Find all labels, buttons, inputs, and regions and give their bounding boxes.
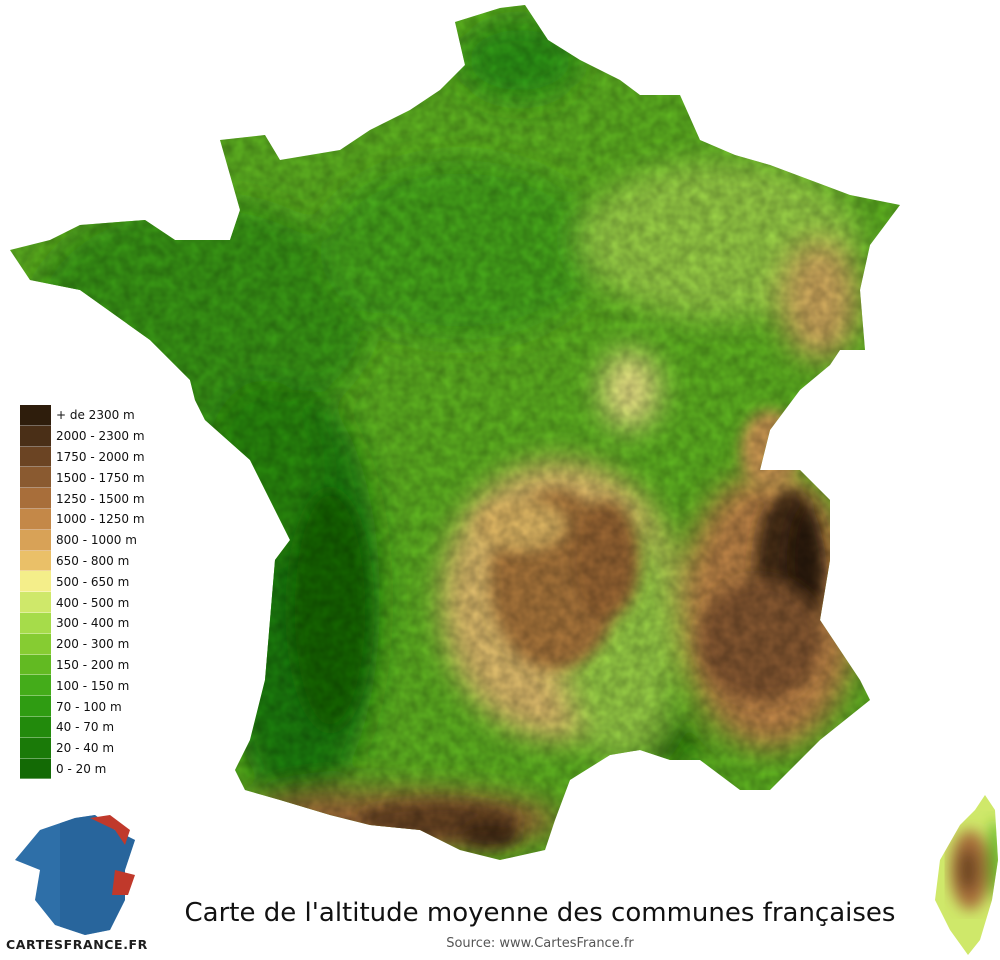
legend-swatch xyxy=(20,716,51,738)
legend-item: 1000 - 1250 m xyxy=(20,508,170,530)
legend-swatch xyxy=(20,737,51,759)
legend-swatch xyxy=(20,675,51,697)
legend-item: 300 - 400 m xyxy=(20,612,170,634)
legend-label: 20 - 40 m xyxy=(56,741,115,756)
legend-swatch xyxy=(20,467,51,489)
legend-swatch xyxy=(20,488,51,509)
legend-swatch xyxy=(20,508,51,530)
legend-label: 500 - 650 m xyxy=(56,574,130,589)
legend-swatch xyxy=(20,550,51,572)
legend-item: 70 - 100 m xyxy=(20,696,170,717)
map-title: Carte de l'altitude moyenne des communes… xyxy=(184,898,896,928)
legend-label: 200 - 300 m xyxy=(56,637,130,652)
elevation-legend: + de 2300 m 2000 - 2300 m 1750 - 2000 m 150… xyxy=(20,405,170,780)
legend-swatch xyxy=(20,592,51,613)
logo-text: CartesFrance.fr xyxy=(6,937,148,952)
legend-swatch xyxy=(20,405,51,426)
legend-label: 150 - 200 m xyxy=(56,657,130,672)
legend-label: 40 - 70 m xyxy=(56,720,115,735)
legend-label: 1250 - 1500 m xyxy=(56,491,145,506)
legend-label: 0 - 20 m xyxy=(56,761,107,776)
legend-item: 40 - 70 m xyxy=(20,716,170,738)
legend-item: 650 - 800 m xyxy=(20,550,170,572)
legend-swatch xyxy=(20,425,51,447)
legend-item: + de 2300 m xyxy=(20,405,170,426)
legend-item: 1500 - 1750 m xyxy=(20,467,170,489)
legend-swatch xyxy=(20,633,51,655)
legend-item: 200 - 300 m xyxy=(20,633,170,655)
legend-item: 1250 - 1500 m xyxy=(20,488,170,509)
legend-label: 100 - 150 m xyxy=(56,678,130,693)
legend-item: 1750 - 2000 m xyxy=(20,446,170,468)
legend-swatch xyxy=(20,446,51,468)
legend-label: 1500 - 1750 m xyxy=(56,470,145,485)
legend-swatch xyxy=(20,758,51,780)
legend-label: + de 2300 m xyxy=(56,408,135,423)
legend-swatch xyxy=(20,696,51,717)
corsica xyxy=(935,795,998,955)
legend-label: 300 - 400 m xyxy=(56,616,130,631)
legend-swatch xyxy=(20,654,51,676)
map-source: Source: www.CartesFrance.fr xyxy=(446,936,634,951)
legend-item: 400 - 500 m xyxy=(20,592,170,613)
legend-swatch xyxy=(20,571,51,593)
legend-item: 150 - 200 m xyxy=(20,654,170,676)
cartesfrance-logo xyxy=(15,815,135,935)
legend-label: 1750 - 2000 m xyxy=(56,449,145,464)
legend-swatch xyxy=(20,612,51,634)
legend-item: 100 - 150 m xyxy=(20,675,170,697)
legend-item: 500 - 650 m xyxy=(20,571,170,593)
legend-label: 650 - 800 m xyxy=(56,553,130,568)
legend-label: 70 - 100 m xyxy=(56,699,122,714)
legend-swatch xyxy=(20,529,51,551)
legend-label: 800 - 1000 m xyxy=(56,533,137,548)
legend-item: 20 - 40 m xyxy=(20,737,170,759)
legend-label: 1000 - 1250 m xyxy=(56,512,145,527)
legend-item: 0 - 20 m xyxy=(20,758,170,780)
legend-item: 2000 - 2300 m xyxy=(20,425,170,447)
legend-label: 2000 - 2300 m xyxy=(56,429,145,444)
legend-item: 800 - 1000 m xyxy=(20,529,170,551)
legend-label: 400 - 500 m xyxy=(56,595,130,610)
